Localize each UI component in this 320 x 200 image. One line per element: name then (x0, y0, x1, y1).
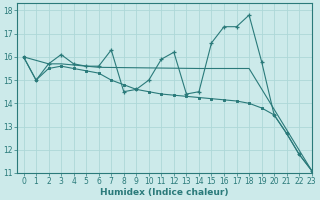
X-axis label: Humidex (Indice chaleur): Humidex (Indice chaleur) (100, 188, 229, 197)
